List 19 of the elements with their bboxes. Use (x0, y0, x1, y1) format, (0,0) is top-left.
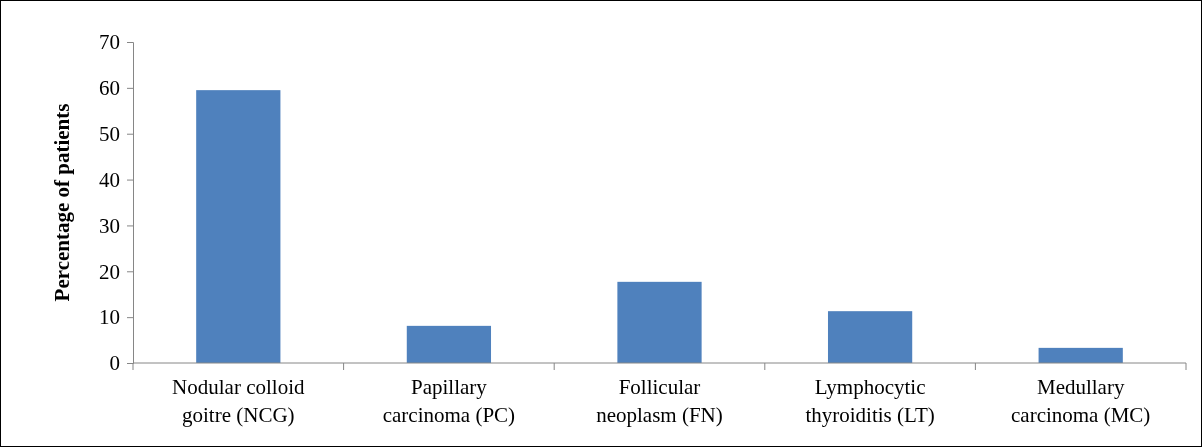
y-tick-label: 50 (99, 121, 120, 146)
x-tick-label: Papillary carcinoma (PC) (382, 375, 516, 427)
y-tick-label: 20 (99, 259, 120, 284)
y-tick-label: 10 (99, 305, 120, 330)
x-tick-label: Lymphocytic thyroiditis (LT) (805, 375, 935, 427)
x-tick-label: Medullary carcinoma (MC) (1011, 375, 1151, 427)
bar (1038, 347, 1123, 363)
x-tick-label: Nodular colloid goitre (NCG) (172, 375, 305, 427)
y-axis-title: Percentage of patients (50, 103, 74, 302)
y-tick-label: 30 (99, 213, 120, 238)
bar (196, 90, 281, 363)
y-tick-label: 60 (99, 76, 120, 101)
bar (617, 281, 702, 363)
y-tick-label: 70 (99, 30, 120, 55)
y-tick-label: 40 (99, 167, 120, 192)
bar (406, 325, 492, 363)
y-tick-label: 0 (109, 351, 120, 376)
x-tick-label: Follicular neoplasm (FN) (596, 375, 723, 427)
bar (827, 311, 913, 363)
